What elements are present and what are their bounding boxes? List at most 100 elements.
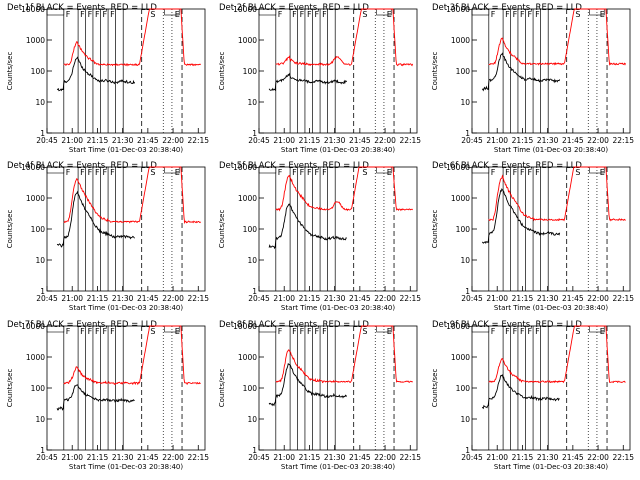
x-tick-label: 22:00	[374, 136, 396, 145]
x-tick-label: 22:15	[187, 453, 209, 462]
flag-label: E	[175, 168, 180, 177]
flag-label: F	[491, 327, 496, 336]
y-tick-label: 1000	[26, 353, 45, 362]
y-tick-label: 10000	[21, 163, 45, 172]
flag-label: E	[600, 10, 605, 19]
detector-panel-8: Det 8f BLACK = Events, RED = LLD 1 10 100 10…	[218, 320, 421, 471]
y-axis-label: Counts/sec	[6, 369, 14, 408]
flag-label: F	[322, 168, 327, 177]
events-series-line	[481, 373, 560, 410]
flag-label: F	[66, 327, 71, 336]
y-tick-label: 1	[465, 129, 470, 138]
flag-label: F	[95, 168, 100, 177]
y-tick-label: 100	[31, 225, 46, 234]
x-tick-label: 21:00	[61, 453, 83, 462]
flag-label: F	[307, 168, 312, 177]
y-tick-label: 1000	[26, 194, 45, 203]
y-tick-label: 10000	[233, 163, 257, 172]
plot-frame	[46, 325, 206, 451]
lld-series-line	[63, 325, 201, 386]
flag-label: F	[292, 327, 297, 336]
y-tick-label: 10	[247, 98, 257, 107]
flag-box	[471, 166, 490, 174]
x-tick-label: 20:45	[36, 453, 58, 462]
y-axis-label: Counts/sec	[431, 52, 439, 91]
x-tick-label: 21:15	[299, 453, 321, 462]
y-tick-label: 10000	[21, 322, 45, 331]
events-series-line	[268, 203, 347, 250]
x-tick-label: 20:45	[461, 294, 483, 303]
x-tick-label: 21:30	[537, 294, 559, 303]
detector-panel-6: Det 6f BLACK = Events, RED = LLD 1 10 100 10…	[431, 161, 634, 312]
x-axis-label: Start Time (01-Dec-03 20:38:40)	[494, 304, 608, 312]
panel-title: Det 8f BLACK = Events, RED = LLD	[219, 320, 369, 330]
flag-label: F	[103, 327, 108, 336]
x-tick-label: 21:45	[562, 453, 584, 462]
flag-label: E	[387, 10, 392, 19]
y-axis-label: Counts/sec	[218, 210, 226, 249]
x-axis-label: Start Time (01-Dec-03 20:38:40)	[281, 146, 395, 154]
plot-frame	[471, 166, 631, 292]
lld-series-line	[63, 166, 201, 225]
lld-series-line	[63, 8, 201, 67]
x-tick-label: 21:30	[324, 294, 346, 303]
y-tick-label: 1	[252, 287, 257, 296]
panel-title: Det 6f BLACK = Events, RED = LLD	[432, 161, 582, 171]
flag-label: S	[150, 168, 155, 177]
x-tick-label: 21:45	[137, 136, 159, 145]
flag-label: F	[513, 327, 518, 336]
flag-label: F	[292, 168, 297, 177]
x-tick-label: 21:45	[137, 294, 159, 303]
panel-title: Det 5f BLACK = Events, RED = LLD	[219, 161, 369, 171]
x-tick-label: 22:15	[399, 453, 421, 462]
y-tick-label: 10000	[446, 322, 470, 331]
y-tick-label: 10	[35, 415, 45, 424]
y-tick-label: 1	[40, 287, 45, 296]
flag-label: F	[110, 168, 115, 177]
plot-frame	[471, 8, 631, 134]
flag-label: F	[110, 10, 115, 19]
y-tick-label: 10	[247, 415, 257, 424]
flag-label: F	[528, 327, 533, 336]
x-tick-label: 21:45	[562, 294, 584, 303]
x-tick-label: 21:00	[486, 453, 508, 462]
y-tick-label: 10	[460, 415, 470, 424]
flag-label: E	[387, 327, 392, 336]
x-tick-label: 21:00	[273, 294, 295, 303]
y-tick-label: 100	[456, 384, 471, 393]
flag-label: F	[300, 10, 305, 19]
flag-label: F	[535, 168, 540, 177]
x-tick-label: 20:45	[461, 453, 483, 462]
flag-label: F	[315, 168, 320, 177]
y-tick-label: 10000	[446, 163, 470, 172]
flag-label: F	[66, 10, 71, 19]
flag-label: S	[575, 10, 580, 19]
y-tick-label: 100	[243, 67, 258, 76]
x-axis-label: Start Time (01-Dec-03 20:38:40)	[69, 304, 183, 312]
plot-frame	[258, 8, 418, 134]
y-tick-label: 100	[243, 384, 258, 393]
x-axis-label: Start Time (01-Dec-03 20:38:40)	[281, 463, 395, 471]
x-tick-label: 21:00	[486, 136, 508, 145]
x-tick-label: 20:45	[36, 294, 58, 303]
x-tick-label: 22:15	[187, 294, 209, 303]
x-tick-label: 22:15	[612, 453, 634, 462]
y-tick-label: 100	[456, 225, 471, 234]
y-tick-label: 10000	[233, 322, 257, 331]
flag-label: F	[535, 10, 540, 19]
y-tick-label: 100	[31, 384, 46, 393]
x-tick-label: 22:00	[374, 453, 396, 462]
flag-label: F	[535, 327, 540, 336]
x-tick-label: 22:00	[162, 136, 184, 145]
y-tick-label: 1	[465, 287, 470, 296]
x-tick-label: 21:45	[137, 453, 159, 462]
flag-label: S	[362, 327, 367, 336]
x-tick-label: 21:30	[324, 136, 346, 145]
y-axis-label: Counts/sec	[431, 369, 439, 408]
x-tick-label: 21:15	[512, 294, 534, 303]
detector-panel-5: Det 5f BLACK = Events, RED = LLD 1 10 100 10…	[218, 161, 421, 312]
flag-box	[471, 8, 490, 16]
events-series-line	[56, 56, 136, 92]
flag-label: F	[300, 327, 305, 336]
